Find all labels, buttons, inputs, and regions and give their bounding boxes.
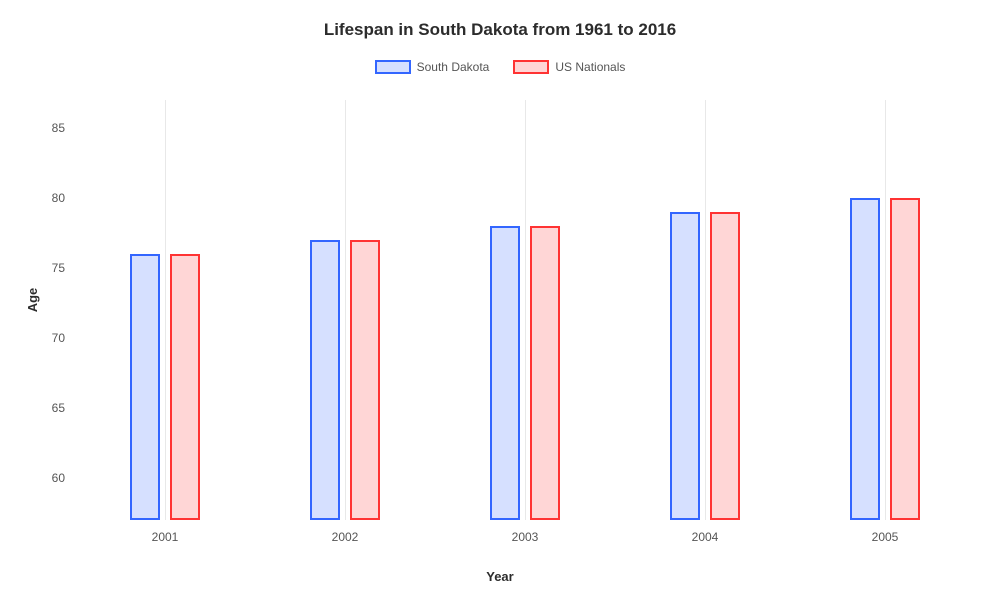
bar (850, 198, 880, 520)
bar (710, 212, 740, 520)
grid-line-vertical (885, 100, 886, 520)
y-tick-label: 65 (52, 401, 65, 415)
legend-swatch-south-dakota (375, 60, 411, 74)
legend-item-south-dakota: South Dakota (375, 60, 490, 74)
legend-swatch-us-nationals (513, 60, 549, 74)
bar (490, 226, 520, 520)
x-tick-label: 2002 (332, 530, 359, 544)
x-axis-title: Year (0, 569, 1000, 584)
bar (890, 198, 920, 520)
x-tick-label: 2005 (872, 530, 899, 544)
y-tick-label: 60 (52, 471, 65, 485)
grid-line-vertical (525, 100, 526, 520)
grid-line-vertical (345, 100, 346, 520)
y-tick-label: 80 (52, 191, 65, 205)
bar (530, 226, 560, 520)
chart-title: Lifespan in South Dakota from 1961 to 20… (0, 20, 1000, 40)
legend-label: South Dakota (417, 60, 490, 74)
bar (310, 240, 340, 520)
bar (170, 254, 200, 520)
x-tick-label: 2004 (692, 530, 719, 544)
bar (130, 254, 160, 520)
y-tick-label: 70 (52, 331, 65, 345)
plot-area: 60657075808520012002200320042005 (75, 100, 975, 520)
bar (350, 240, 380, 520)
legend-label: US Nationals (555, 60, 625, 74)
y-axis-title: Age (25, 288, 40, 313)
y-tick-label: 85 (52, 121, 65, 135)
grid-line-vertical (165, 100, 166, 520)
x-tick-label: 2003 (512, 530, 539, 544)
y-tick-label: 75 (52, 261, 65, 275)
legend-item-us-nationals: US Nationals (513, 60, 625, 74)
x-tick-label: 2001 (152, 530, 179, 544)
grid-line-vertical (705, 100, 706, 520)
bar (670, 212, 700, 520)
chart-container: Lifespan in South Dakota from 1961 to 20… (0, 0, 1000, 600)
legend: South Dakota US Nationals (0, 60, 1000, 74)
